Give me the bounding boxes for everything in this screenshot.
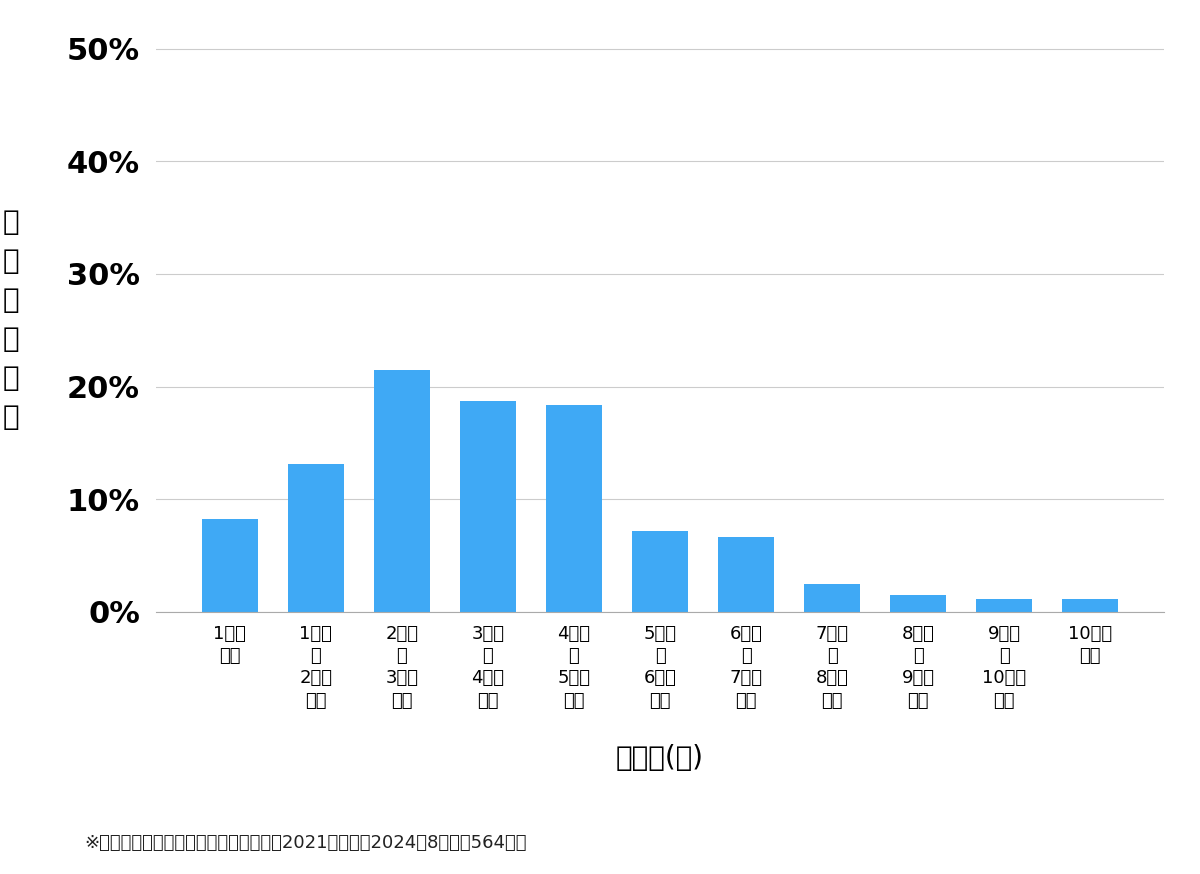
Bar: [718, 538, 774, 612]
Bar: [1062, 600, 1118, 612]
Y-axis label: 価
格
帯
の
割
合: 価 格 帯 の 割 合: [4, 207, 19, 431]
Bar: [202, 519, 258, 612]
Bar: [804, 584, 860, 612]
Bar: [632, 531, 688, 612]
Text: ※弊社受付の案件を対象に集計（期間：2021年１月〜2024年8月、計564件）: ※弊社受付の案件を対象に集計（期間：2021年１月〜2024年8月、計564件）: [84, 834, 527, 852]
X-axis label: 価格帯(円): 価格帯(円): [616, 745, 704, 773]
Bar: [288, 464, 343, 612]
Bar: [890, 595, 946, 612]
Bar: [546, 405, 602, 612]
Bar: [374, 370, 430, 612]
Bar: [977, 600, 1032, 612]
Bar: [460, 401, 516, 612]
